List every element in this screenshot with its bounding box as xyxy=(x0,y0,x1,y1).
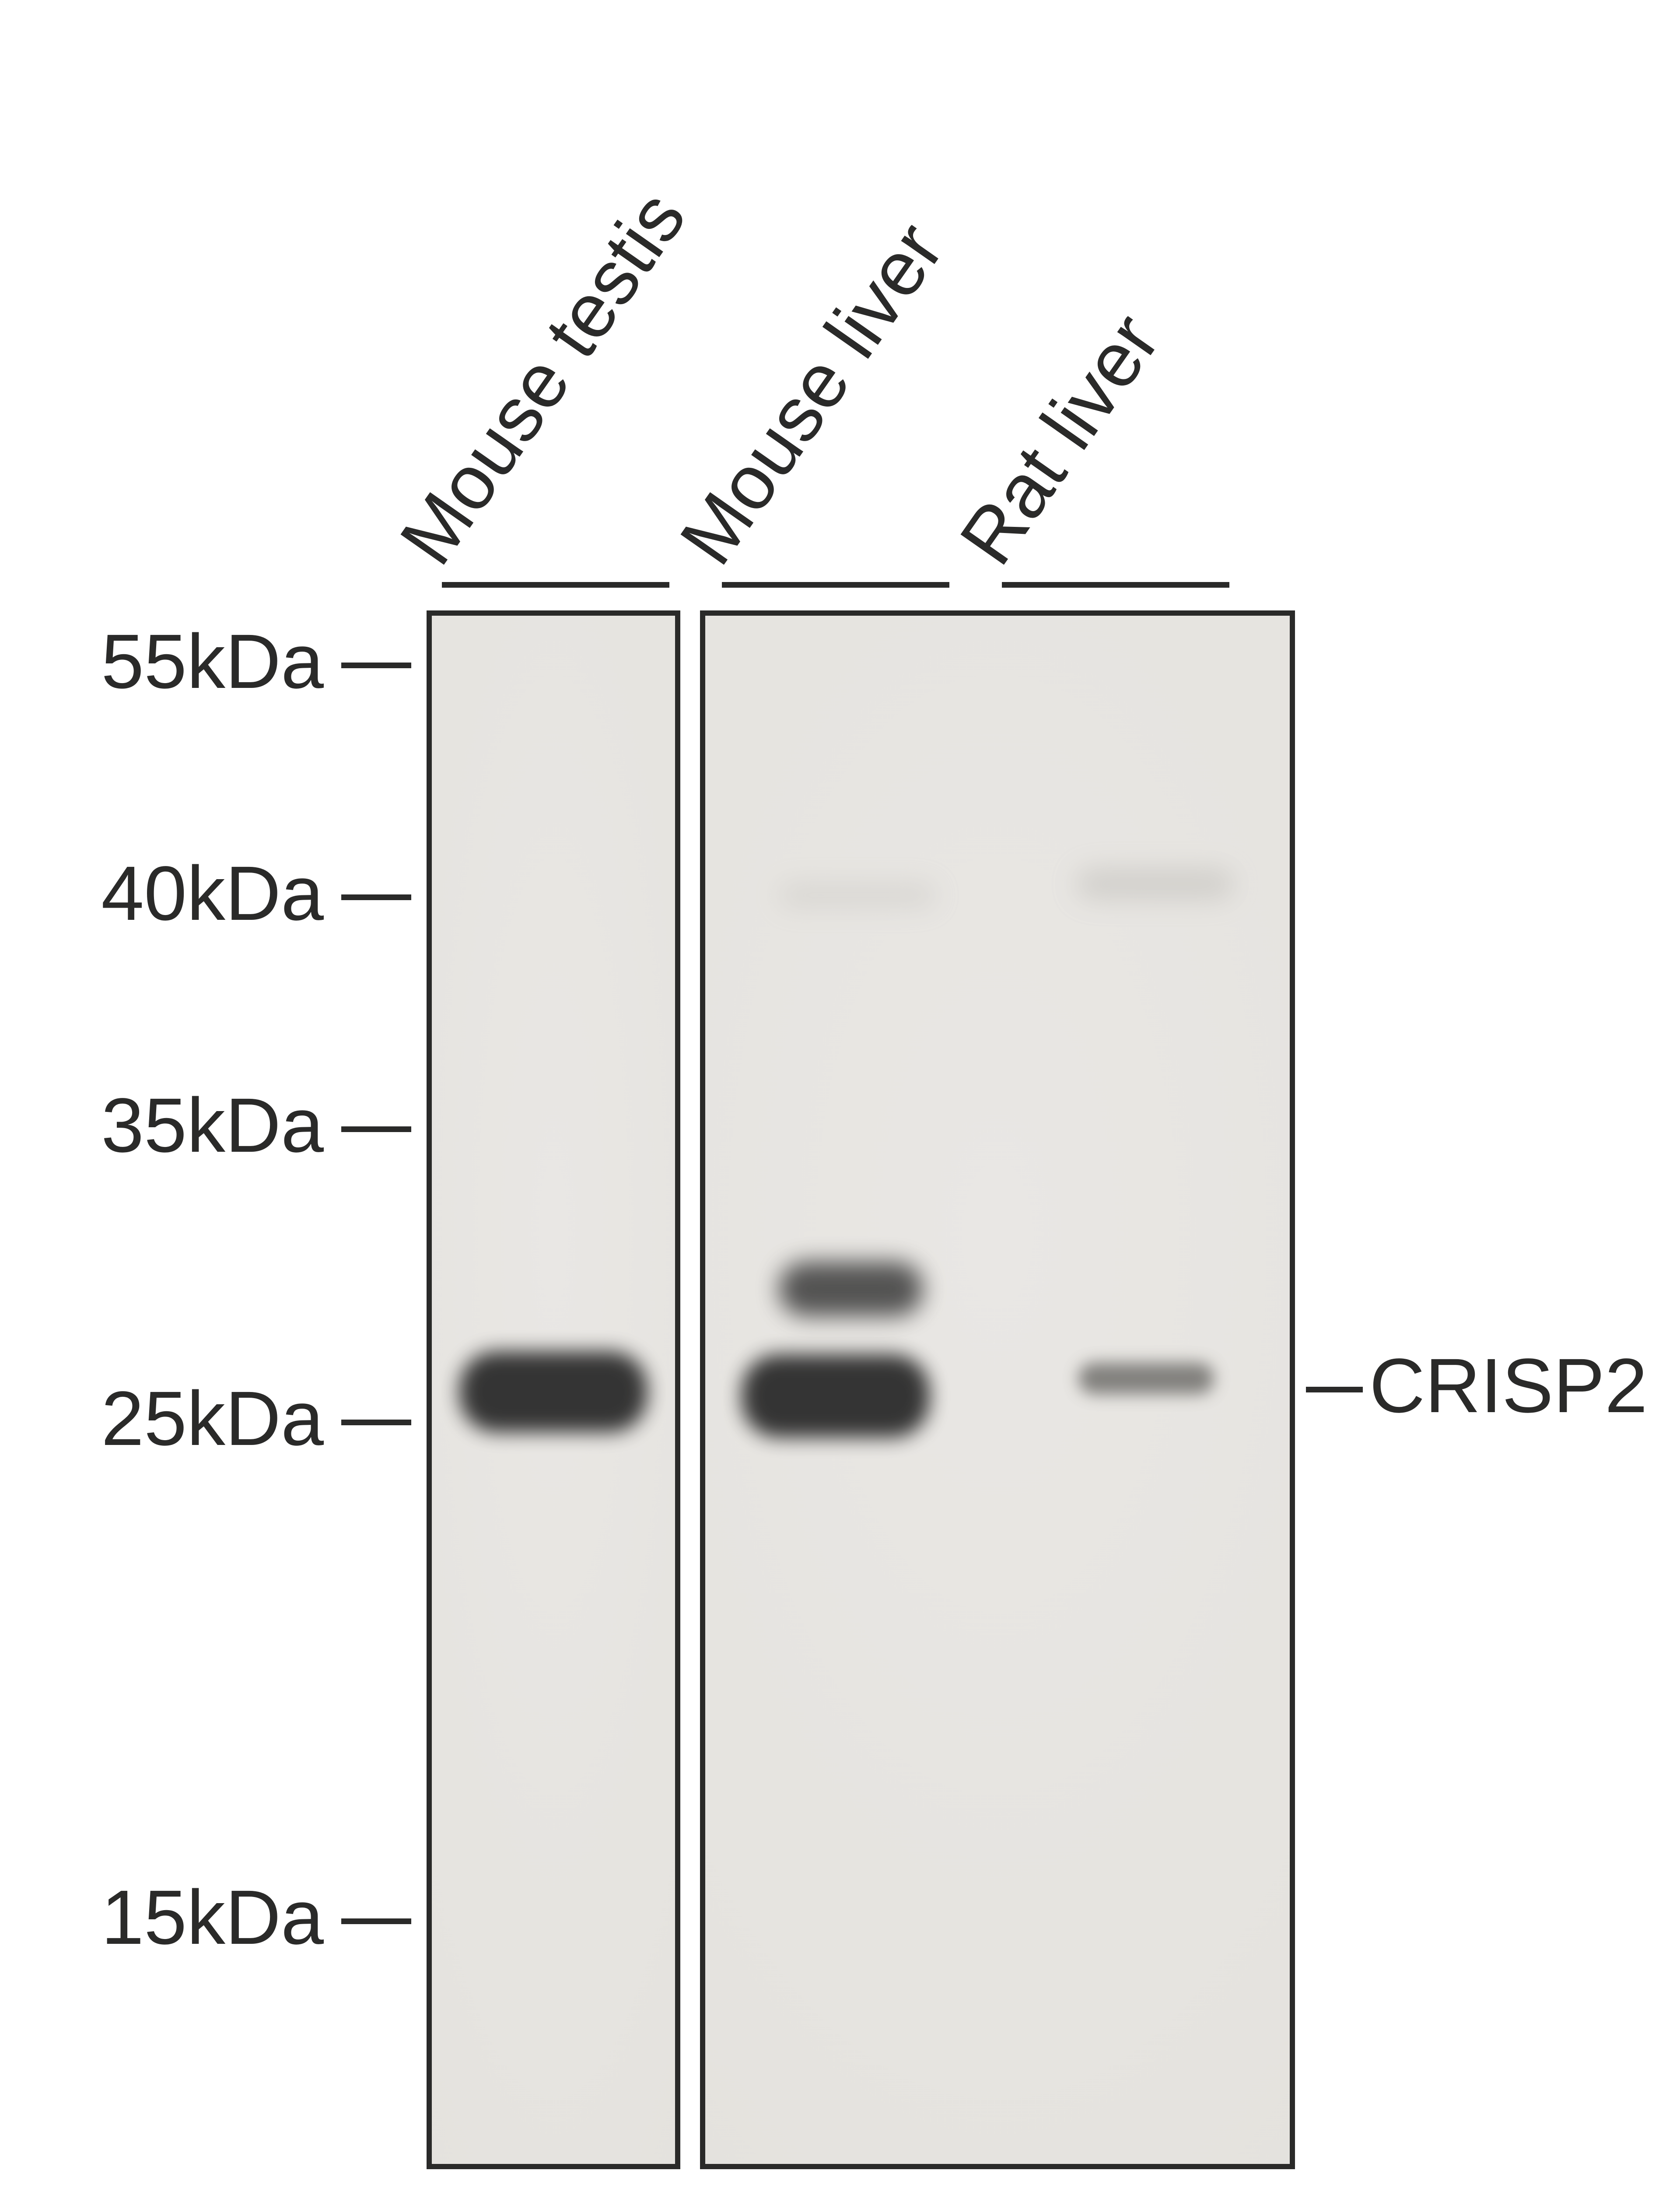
lane-underline-3 xyxy=(1002,582,1229,588)
band-mouse-liver-faint-top xyxy=(779,883,936,907)
band-mouse-liver-main xyxy=(742,1354,930,1438)
band-mouse-liver-upper xyxy=(779,1262,923,1316)
lane-underline-1 xyxy=(442,582,669,588)
mw-tick-40 xyxy=(341,894,411,900)
lane-label-rat-liver: Rat liver xyxy=(943,298,1177,580)
band-mouse-testis-main xyxy=(459,1351,648,1432)
protein-label-tick xyxy=(1306,1387,1363,1392)
band-rat-liver-faint-top xyxy=(1076,869,1234,899)
mw-tick-25 xyxy=(341,1420,411,1425)
lane-underline-2 xyxy=(722,582,949,588)
western-blot-figure: 55kDa 40kDa 35kDa 25kDa 15kDa Mouse test… xyxy=(0,0,1680,2188)
mw-tick-55 xyxy=(341,663,411,668)
mw-label-15: 15kDa xyxy=(101,1873,324,1962)
mw-label-40: 40kDa xyxy=(101,849,324,938)
mw-tick-35 xyxy=(341,1126,411,1132)
mw-label-55: 55kDa xyxy=(101,617,324,706)
band-rat-liver-main xyxy=(1078,1363,1214,1394)
lane-label-mouse-testis: Mouse testis xyxy=(383,175,703,580)
protein-label-crisp2: CRISP2 xyxy=(1369,1342,1648,1430)
mw-tick-15 xyxy=(341,1918,411,1924)
mw-label-35: 35kDa xyxy=(101,1081,324,1170)
lane-label-mouse-liver: Mouse liver xyxy=(663,207,961,580)
mw-label-25: 25kDa xyxy=(101,1375,324,1463)
